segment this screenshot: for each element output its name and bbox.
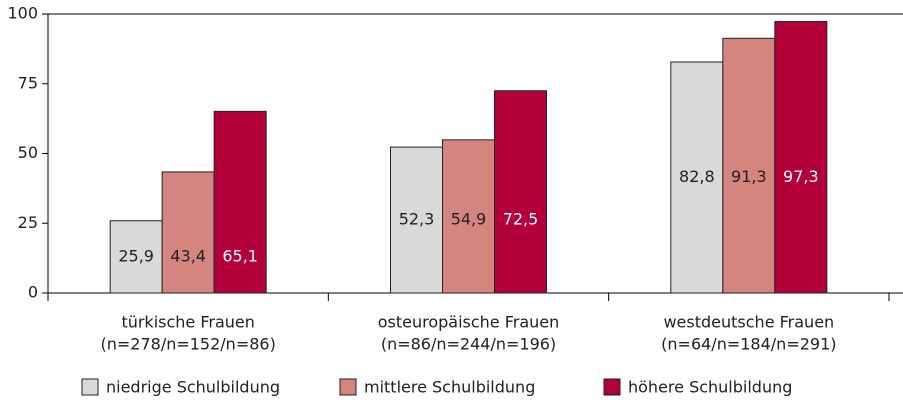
bar [722, 37, 776, 294]
x-tick-sublabel: (n=278/n=152/n=86) [100, 335, 275, 354]
x-tick-sublabel: (n=64/n=184/n=291) [661, 335, 836, 354]
value-label: 97,3 [783, 167, 819, 186]
value-label: 72,5 [503, 210, 539, 229]
bar [774, 21, 828, 294]
x-tick-sublabel: (n=86/n=244/n=196) [381, 335, 556, 354]
bar [494, 90, 547, 294]
value-label: 54,9 [451, 210, 487, 229]
x-tick-label: westdeutsche Frauen [663, 313, 834, 332]
y-tick-label: 100 [7, 4, 38, 23]
value-label: 52,3 [399, 210, 435, 229]
value-label: 43,4 [170, 246, 206, 265]
y-tick-label: 75 [18, 73, 38, 92]
legend-swatch [603, 378, 621, 396]
y-tick-label: 0 [28, 283, 38, 302]
bar [390, 146, 443, 294]
bar [161, 171, 215, 294]
bar [670, 61, 724, 294]
y-tick-label: 25 [18, 213, 38, 232]
legend-label: niedrige Schulbildung [106, 378, 280, 397]
bar [213, 110, 267, 294]
bar [442, 139, 495, 294]
legend-swatch [81, 378, 99, 396]
value-label: 65,1 [222, 246, 258, 265]
value-label: 82,8 [679, 167, 715, 186]
bar [109, 220, 163, 294]
value-label: 25,9 [118, 246, 154, 265]
legend-label: höhere Schulbildung [628, 378, 792, 397]
x-tick-label: türkische Frauen [121, 313, 254, 332]
value-label: 91,3 [731, 167, 767, 186]
legend-swatch [339, 378, 357, 396]
y-tick-label: 50 [18, 143, 38, 162]
x-tick-label: osteuropäische Frauen [378, 313, 560, 332]
legend-label: mittlere Schulbildung [364, 378, 535, 397]
